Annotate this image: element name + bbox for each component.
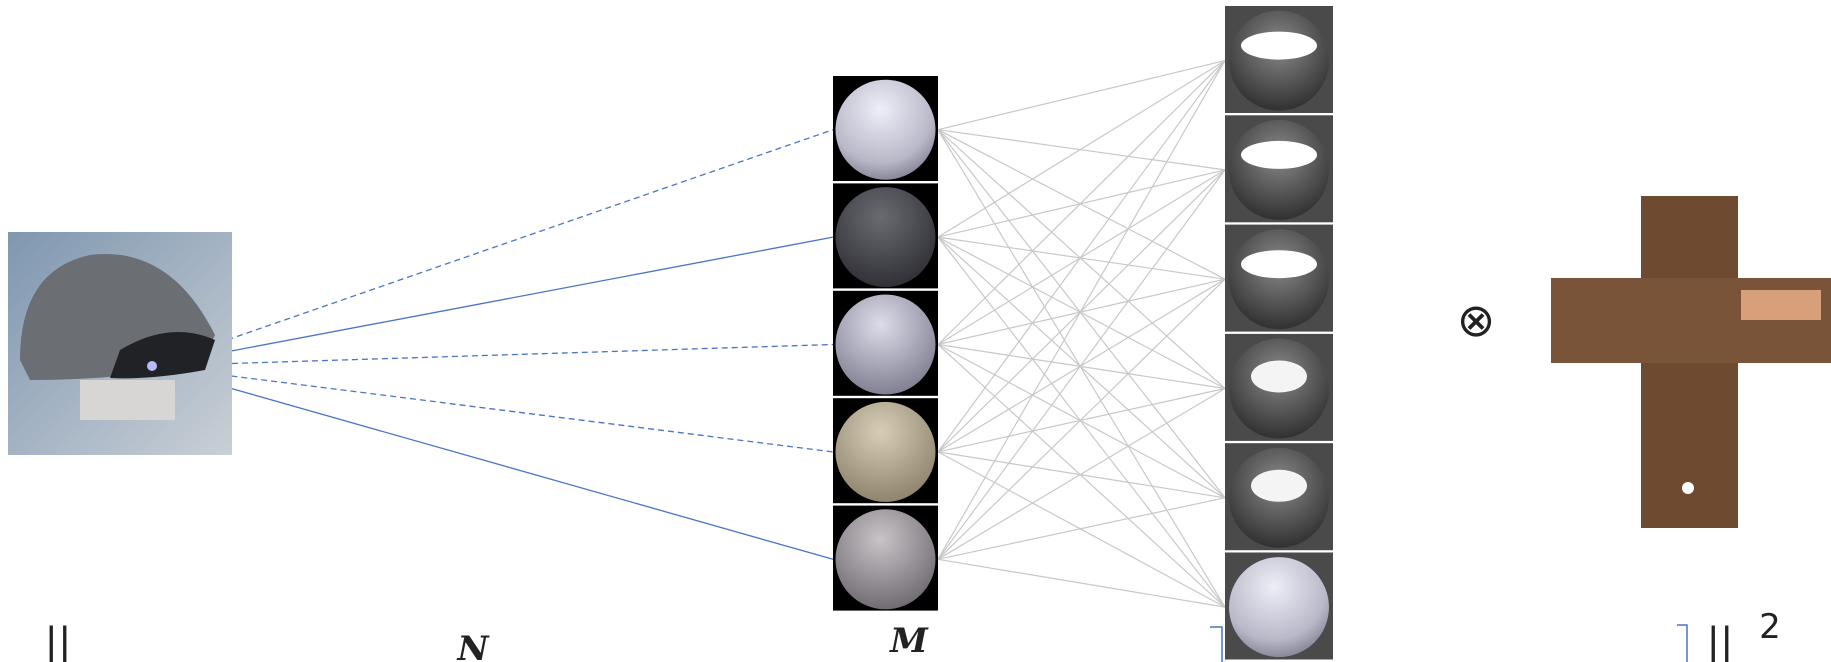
blue-line xyxy=(152,345,833,367)
gray-line xyxy=(938,61,1225,238)
gray-line xyxy=(938,498,1225,560)
connections xyxy=(152,61,1225,608)
gray-line xyxy=(938,279,1225,559)
gray-line xyxy=(938,130,1225,607)
highlight xyxy=(1251,470,1307,502)
gray-line xyxy=(938,61,1225,345)
bracket xyxy=(1677,625,1687,662)
gray-line xyxy=(938,279,1225,344)
light-spheres xyxy=(1225,6,1333,660)
norm-bar: || xyxy=(1707,620,1734,662)
gray-line xyxy=(938,237,1225,607)
norm-bar: || xyxy=(45,620,72,662)
blue-line xyxy=(152,237,833,366)
power: 2 xyxy=(1759,607,1781,647)
n-label: N xyxy=(456,629,490,662)
gray-line xyxy=(938,170,1225,559)
blue-line xyxy=(152,130,833,366)
highlight xyxy=(1241,250,1317,278)
sphere xyxy=(836,295,936,395)
diagram: || N M ⊗ || 2 xyxy=(0,0,1831,662)
basis-spheres xyxy=(833,76,938,611)
blue-line xyxy=(152,366,833,452)
sphere xyxy=(1229,557,1329,657)
sphere xyxy=(836,402,936,502)
gray-line xyxy=(938,237,1225,279)
sphere xyxy=(1229,11,1329,111)
gray-line xyxy=(938,389,1225,560)
environment-map xyxy=(1551,196,1831,528)
sphere xyxy=(1229,229,1329,329)
gray-line xyxy=(938,345,1225,389)
bracket xyxy=(1210,627,1222,662)
gray-line xyxy=(938,170,1225,237)
highlight xyxy=(1241,32,1317,60)
highlight xyxy=(1241,141,1317,169)
sphere xyxy=(836,509,936,609)
blue-line xyxy=(152,366,833,559)
gray-line xyxy=(938,130,1225,389)
m-label: M xyxy=(889,621,929,661)
sphere xyxy=(836,80,936,180)
sphere xyxy=(1229,120,1329,220)
otimes: ⊗ xyxy=(1457,293,1496,347)
sphere xyxy=(836,187,936,287)
highlight xyxy=(1251,361,1307,393)
photo xyxy=(8,232,232,455)
